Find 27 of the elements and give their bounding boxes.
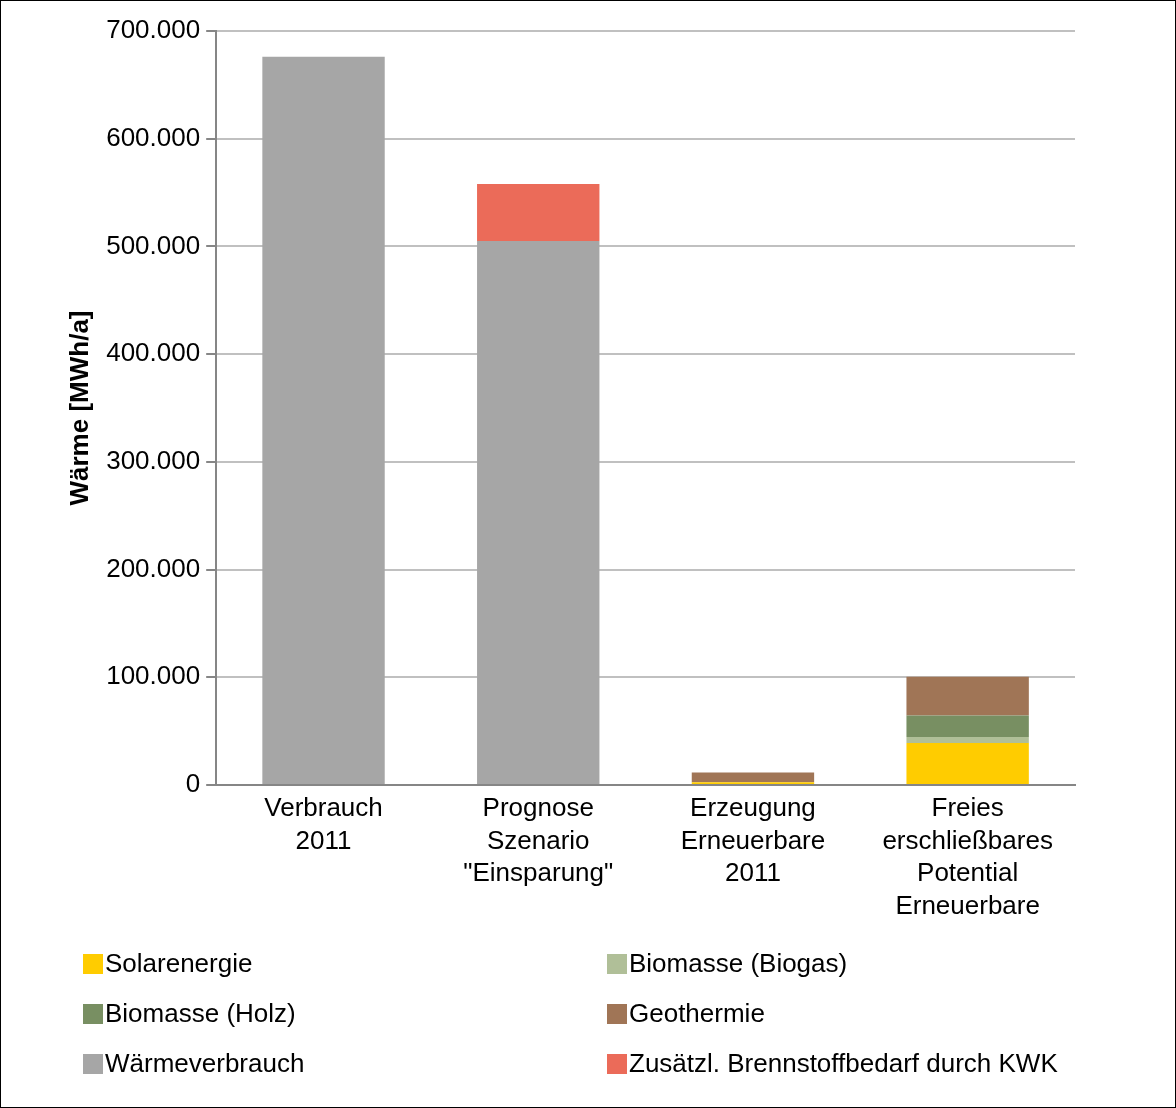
y-tick-label: 500.000 — [106, 229, 201, 260]
x-tick-label: Freies erschließbares Potential Erneuerbare — [882, 792, 1053, 920]
y-tick-label: 100.000 — [106, 660, 201, 691]
legend-label: Solarenergie — [105, 948, 253, 979]
bar — [906, 737, 1029, 743]
y-axis-title: Wärme [MWh/a] — [63, 310, 94, 506]
y-tick-label: 700.000 — [106, 14, 201, 45]
bar — [477, 241, 600, 784]
y-tick-label: 0 — [185, 768, 201, 799]
bar — [691, 772, 815, 783]
x-tick-label: Erzeugung Erneuerbare 2011 — [680, 792, 826, 888]
x-tick-label: Verbrauch 2011 — [264, 792, 383, 855]
y-tick-label: 600.000 — [106, 121, 201, 152]
y-tick-label: 200.000 — [106, 552, 201, 583]
bar — [477, 183, 600, 242]
bar — [906, 676, 1029, 716]
legend-label: Zusätzl. Brennstoffbedarf durch KWK — [629, 1048, 1058, 1079]
legend-label: Biomasse (Biogas) — [629, 948, 848, 979]
bar — [906, 715, 1029, 738]
legend-label: Wärmeverbrauch — [105, 1048, 305, 1079]
legend-label: Biomasse (Holz) — [105, 998, 296, 1029]
legend-label: Geothermie — [629, 998, 765, 1029]
y-tick-label: 400.000 — [106, 337, 201, 368]
x-tick-label: Prognose Szenario "Einsparung" — [463, 792, 614, 888]
bar — [906, 742, 1029, 784]
y-tick-label: 300.000 — [106, 445, 201, 476]
bar — [262, 56, 385, 784]
